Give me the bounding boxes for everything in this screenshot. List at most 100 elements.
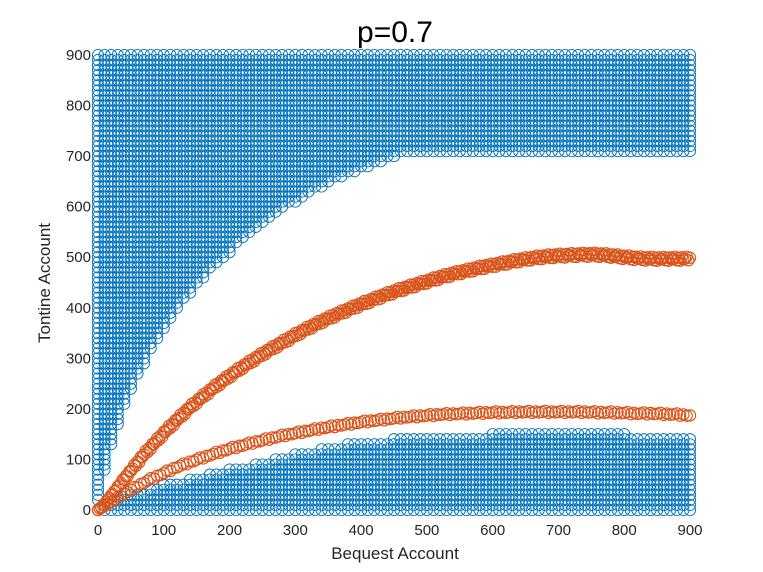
upper-region-point: [190, 119, 203, 132]
upper-region-point: [105, 337, 118, 350]
upper-region-point: [164, 145, 177, 158]
chart-title: p=0.7: [357, 16, 433, 49]
upper-region-point: [137, 94, 151, 107]
upper-region-point: [137, 281, 151, 294]
upper-region-point: [203, 170, 216, 183]
upper-region-point: [91, 104, 105, 117]
y-tick-label: 700: [66, 148, 91, 165]
upper-region-point: [91, 468, 105, 481]
upper-region-point: [91, 261, 105, 274]
upper-region-point: [91, 94, 105, 107]
upper-region-point: [203, 175, 216, 188]
upper-region-point: [91, 89, 105, 102]
upper-region-point: [105, 407, 118, 420]
upper-region-point: [91, 342, 105, 355]
upper-region-point: [131, 266, 144, 279]
upper-region-point: [164, 246, 177, 259]
upper-region-point: [203, 64, 216, 77]
upper-region-point: [144, 84, 157, 97]
upper-region-point: [118, 357, 131, 370]
upper-region-point: [223, 215, 236, 228]
upper-region-point: [256, 160, 269, 173]
upper-region-point: [223, 129, 236, 142]
upper-region-point: [118, 94, 131, 107]
upper-region-point: [184, 119, 197, 132]
upper-region-point: [91, 443, 105, 456]
upper-region-point: [190, 155, 203, 168]
upper-region-point: [91, 74, 105, 87]
upper-region-point: [98, 423, 111, 436]
upper-region-point: [111, 150, 124, 163]
upper-region-point: [151, 261, 164, 274]
upper-region-point: [190, 114, 203, 127]
upper-region-point: [111, 241, 124, 254]
upper-region-point: [118, 139, 131, 153]
upper-region-point: [262, 64, 276, 77]
upper-region-point: [243, 215, 256, 228]
upper-region-point: [190, 94, 203, 107]
upper-region-point: [144, 261, 157, 274]
upper-region-point: [184, 185, 197, 198]
upper-region-point: [91, 291, 105, 304]
upper-region-point: [256, 104, 269, 117]
upper-region-point: [157, 129, 170, 142]
upper-region-point: [197, 246, 210, 259]
upper-region-point: [118, 306, 131, 319]
upper-region-point: [105, 438, 118, 451]
upper-region-point: [144, 271, 157, 284]
upper-region-point: [249, 190, 262, 203]
upper-region-point: [98, 256, 111, 269]
upper-region-point: [170, 84, 183, 97]
upper-region-point: [236, 165, 249, 178]
upper-region-point: [210, 205, 223, 218]
upper-region-point: [91, 220, 105, 233]
upper-region-point: [144, 94, 157, 107]
upper-region-point: [177, 160, 190, 173]
upper-region-point: [256, 69, 269, 82]
upper-region-point: [197, 165, 210, 178]
upper-region-point: [131, 296, 144, 309]
upper-region-point: [98, 377, 111, 390]
upper-region-point: [151, 170, 164, 183]
upper-region-point: [105, 114, 118, 127]
upper-region-point: [210, 114, 223, 127]
upper-region-point: [216, 79, 230, 92]
upper-region-point: [118, 377, 131, 390]
upper-region-point: [256, 205, 269, 218]
upper-region-point: [157, 316, 170, 329]
upper-region-point: [131, 190, 144, 203]
upper-region-point: [236, 150, 249, 163]
upper-region-point: [131, 236, 144, 249]
upper-region-point: [91, 311, 105, 324]
upper-region-point: [249, 109, 262, 122]
upper-region-point: [157, 246, 170, 259]
upper-region-point: [118, 311, 131, 324]
upper-region-point: [111, 200, 124, 213]
upper-region-point: [137, 114, 151, 127]
upper-region-point: [223, 175, 236, 188]
upper-region-point: [170, 190, 183, 203]
upper-region-point: [190, 205, 203, 218]
upper-region-point: [151, 59, 164, 72]
upper-region-point: [131, 170, 144, 183]
upper-region-point: [262, 145, 276, 158]
upper-region-point: [105, 230, 118, 244]
upper-region-point: [118, 316, 131, 329]
upper-region-point: [131, 311, 144, 324]
upper-region-point: [137, 316, 151, 329]
upper-region-point: [124, 296, 137, 309]
upper-region-point: [91, 64, 105, 77]
upper-region-point: [137, 185, 151, 198]
upper-region-point: [157, 276, 170, 289]
upper-region-point: [177, 200, 190, 213]
upper-region-point: [91, 296, 105, 309]
upper-region-point: [256, 185, 269, 198]
upper-region-point: [249, 145, 262, 158]
upper-region-point: [118, 256, 131, 269]
upper-region-point: [177, 190, 190, 203]
upper-region-point: [118, 180, 131, 193]
upper-region-point: [216, 150, 230, 163]
upper-region-point: [157, 256, 170, 269]
upper-region-point: [144, 301, 157, 314]
upper-region-point: [91, 79, 105, 92]
